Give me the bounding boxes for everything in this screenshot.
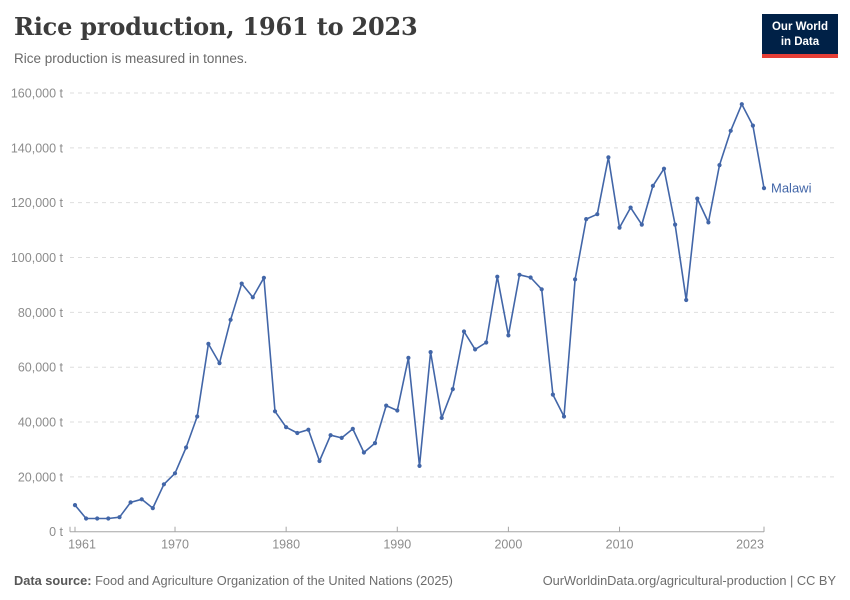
data-point[interactable] <box>673 222 678 227</box>
data-point[interactable] <box>117 515 122 520</box>
chart-canvas[interactable]: 0 t 20,000 t 40,000 t 60,000 t 80,000 t 100,0… <box>0 78 850 565</box>
chart-footer: Data source: Food and Agriculture Organi… <box>14 573 836 588</box>
data-point[interactable] <box>628 205 633 210</box>
x-axis-label: 2010 <box>606 538 634 552</box>
data-point[interactable] <box>228 317 233 322</box>
data-point[interactable] <box>239 281 244 286</box>
data-point[interactable] <box>72 503 78 508</box>
data-point[interactable] <box>417 463 422 468</box>
footer-separator: | <box>790 573 797 588</box>
data-source-line: Data source: Food and Agriculture Organi… <box>14 573 453 588</box>
data-point[interactable] <box>439 415 444 420</box>
chart-subtitle: Rice production is measured in tonnes. <box>14 51 248 66</box>
data-point[interactable] <box>528 275 533 280</box>
data-point[interactable] <box>139 497 144 502</box>
data-point[interactable] <box>328 433 333 438</box>
data-point[interactable] <box>95 516 100 521</box>
data-point[interactable] <box>261 275 266 280</box>
footer-link[interactable]: OurWorldinData.org/agricultural-producti… <box>542 573 787 588</box>
data-point[interactable] <box>372 441 378 446</box>
data-point[interactable] <box>161 482 166 487</box>
data-point[interactable] <box>306 427 311 432</box>
data-point[interactable] <box>661 166 667 171</box>
data-point[interactable] <box>728 128 733 133</box>
data-source-text: Food and Agriculture Organization of the… <box>95 573 453 588</box>
data-point[interactable] <box>406 355 411 360</box>
data-point[interactable] <box>650 183 656 188</box>
data-point[interactable] <box>150 506 155 511</box>
data-point[interactable] <box>739 102 744 107</box>
data-point[interactable] <box>317 458 322 464</box>
data-line[interactable] <box>74 103 765 520</box>
data-point[interactable] <box>761 186 767 191</box>
data-point[interactable] <box>339 435 344 440</box>
data-point[interactable] <box>584 217 589 222</box>
x-axis-label: 2000 <box>494 538 522 552</box>
owid-logo-line1: Our World <box>771 21 828 33</box>
data-point[interactable] <box>750 123 756 128</box>
y-axis-label: 140,000 t <box>11 141 64 155</box>
data-point[interactable] <box>561 414 567 419</box>
y-axis-label: 60,000 t <box>18 361 64 375</box>
data-point[interactable] <box>450 387 455 392</box>
x-axis-label: 1990 <box>383 538 411 552</box>
data-point[interactable] <box>250 295 255 300</box>
data-point[interactable] <box>539 287 544 292</box>
owid-logo-line2: in Data <box>780 35 820 48</box>
x-axis-label: 1980 <box>272 538 300 552</box>
data-point[interactable] <box>684 297 689 303</box>
data-point[interactable] <box>284 425 289 430</box>
data-point[interactable] <box>495 274 500 279</box>
y-axis-label: 100,000 t <box>11 251 64 265</box>
data-point[interactable] <box>295 430 300 436</box>
x-axis-label: 2023 <box>736 538 764 552</box>
footer-credit: OurWorldinData.org/agricultural-producti… <box>543 573 836 588</box>
entity-label[interactable]: Malawi <box>771 181 812 196</box>
data-point[interactable] <box>550 392 556 397</box>
footer-license[interactable]: CC BY <box>796 573 836 588</box>
y-axis-label: 120,000 t <box>11 196 64 210</box>
data-point[interactable] <box>473 347 478 352</box>
x-axis-label: 1961 <box>68 538 96 552</box>
data-point[interactable] <box>695 196 700 201</box>
data-point[interactable] <box>184 445 189 450</box>
data-point[interactable] <box>517 272 522 277</box>
data-point[interactable] <box>128 500 133 505</box>
data-point[interactable] <box>384 403 389 408</box>
data-point[interactable] <box>573 277 578 282</box>
data-point[interactable] <box>206 341 211 346</box>
data-point[interactable] <box>172 471 178 476</box>
y-axis-label: 160,000 t <box>11 87 64 101</box>
data-point[interactable] <box>606 155 611 160</box>
x-axis-label: 1970 <box>161 538 189 552</box>
data-point[interactable] <box>461 329 467 334</box>
data-point[interactable] <box>639 222 644 227</box>
data-point[interactable] <box>106 516 111 521</box>
data-point[interactable] <box>484 340 489 345</box>
y-axis-label: 20,000 t <box>18 470 64 484</box>
data-point[interactable] <box>272 409 278 414</box>
data-point[interactable] <box>595 212 600 217</box>
data-point[interactable] <box>428 350 433 355</box>
owid-logo[interactable]: Our World in Data <box>761 14 838 58</box>
data-source-label: Data source: <box>14 573 92 588</box>
y-axis-label: 80,000 t <box>18 306 64 320</box>
y-axis-label: 40,000 t <box>18 416 64 430</box>
data-point[interactable] <box>195 414 200 419</box>
data-point[interactable] <box>84 516 89 521</box>
data-point[interactable] <box>361 450 366 455</box>
data-point[interactable] <box>617 225 622 230</box>
chart-title: Rice production, 1961 to 2023 <box>14 12 418 41</box>
data-point[interactable] <box>395 408 400 413</box>
data-point[interactable] <box>217 361 222 366</box>
y-axis-label: 0 t <box>49 525 63 539</box>
data-point[interactable] <box>706 220 711 225</box>
data-point[interactable] <box>717 163 722 168</box>
data-point[interactable] <box>506 333 511 338</box>
data-point[interactable] <box>350 426 355 431</box>
